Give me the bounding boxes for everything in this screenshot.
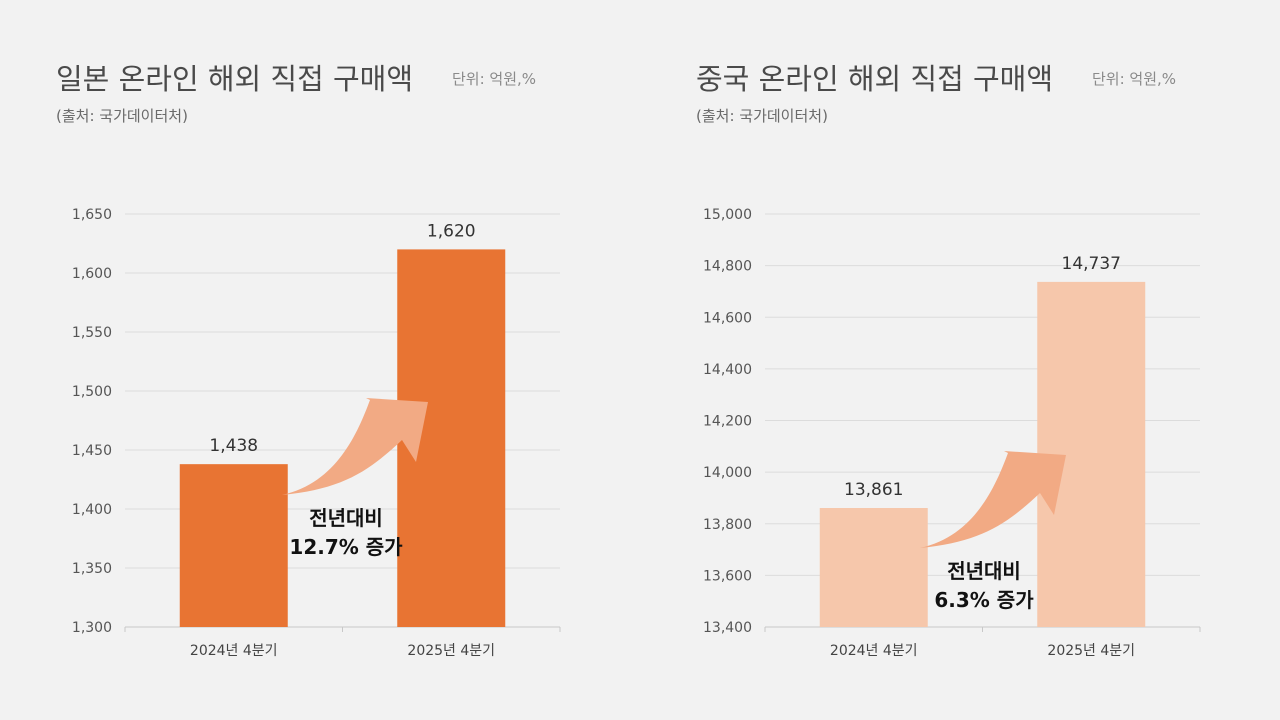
chart-unit: 단위: 억원,%: [1092, 70, 1177, 88]
chart-unit: 단위: 억원,%: [452, 70, 537, 88]
y-tick-label: 14,200: [703, 414, 752, 430]
growth-arrow: [920, 451, 1066, 548]
bar: [179, 464, 288, 627]
chart-source: (출처: 국가데이터처): [56, 107, 188, 125]
china-bar-chart: 13,400 13,600 13,800 14,000 14,200 14,400 14,6…: [703, 207, 1201, 659]
data-label: 14,737: [1062, 254, 1121, 274]
growth-annotation: 12.7% 증가: [289, 535, 403, 559]
japan-bar-chart: 1,300 1,350 1,400 1,450 1,500 1,550 1,600 1,650…: [72, 207, 561, 659]
y-tick-label: 1,350: [72, 561, 112, 577]
y-tick-label: 1,300: [72, 620, 112, 636]
y-tick-label: 14,400: [703, 362, 752, 378]
x-tick-label: 2025년 4분기: [1047, 643, 1135, 659]
y-tick-label: 15,000: [703, 207, 752, 223]
y-tick-label: 13,600: [703, 568, 752, 584]
y-tick-label: 1,650: [72, 207, 112, 223]
china-chart-panel: 중국 온라인 해외 직접 구매액 단위: 억원,% (출처: 국가데이터처) 1…: [640, 0, 1280, 720]
y-tick-label: 13,800: [703, 517, 752, 533]
japan-chart-panel: 일본 온라인 해외 직접 구매액 단위: 억원,% (출처: 국가데이터처) 1…: [56, 62, 561, 659]
y-tick-label: 1,400: [72, 502, 112, 518]
y-tick-label: 1,550: [72, 325, 112, 341]
x-tick-label: 2024년 4분기: [190, 643, 278, 659]
chart-source: (출처: 국가데이터처): [696, 107, 828, 125]
growth-annotation: 전년대비: [947, 559, 1021, 583]
y-tick-label: 14,800: [703, 259, 752, 275]
chart-title: 일본 온라인 해외 직접 구매액: [56, 62, 414, 96]
y-tick-label: 14,600: [703, 310, 752, 326]
growth-arrow: [282, 398, 428, 495]
x-tick-label: 2024년 4분기: [830, 643, 918, 659]
y-tick-label: 1,450: [72, 443, 112, 459]
data-label: 13,861: [844, 480, 903, 500]
data-label: 1,438: [209, 436, 258, 456]
y-tick-label: 1,500: [72, 384, 112, 400]
x-tick-label: 2025년 4분기: [407, 643, 495, 659]
growth-annotation: 6.3% 증가: [934, 588, 1034, 612]
data-label: 1,620: [427, 221, 476, 241]
y-tick-label: 1,600: [72, 266, 112, 282]
bar: [819, 508, 928, 627]
y-tick-label: 13,400: [703, 620, 752, 636]
growth-annotation: 전년대비: [309, 506, 383, 530]
chart-title: 중국 온라인 해외 직접 구매액: [696, 62, 1054, 96]
y-tick-label: 14,000: [703, 465, 752, 481]
